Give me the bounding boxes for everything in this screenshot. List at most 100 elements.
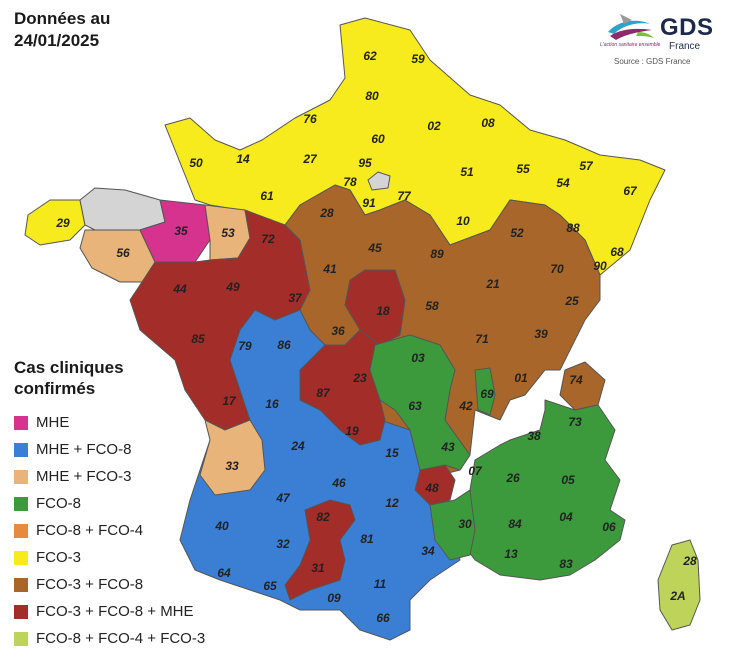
dept-label-15: 15 <box>385 446 399 460</box>
dept-label-06: 06 <box>602 520 616 534</box>
date-title: Données au 24/01/2025 <box>14 8 174 52</box>
legend-label: FCO-8 + FCO-4 + FCO-3 <box>36 630 206 647</box>
dept-label-59: 59 <box>411 52 425 66</box>
dept-label-53: 53 <box>221 226 235 240</box>
legend-items: MHE MHE + FCO-8 MHE + FCO-3 FCO-8 FCO-8 + FC… <box>14 409 244 652</box>
dept-label-46: 46 <box>331 476 346 490</box>
dept-label-10: 10 <box>456 214 470 228</box>
dept-region-limousin-red <box>299 329 386 446</box>
dept-label-50: 50 <box>189 156 203 170</box>
legend-title-line1: Cas cliniques <box>14 358 124 377</box>
dept-label-43: 43 <box>440 440 455 454</box>
legend-item: MHE + FCO-8 <box>14 436 244 463</box>
date-title-line2: 24/01/2025 <box>14 31 100 50</box>
dept-region-paris-no-data <box>367 171 391 191</box>
legend-item: FCO-3 + FCO-8 + MHE <box>14 598 244 625</box>
dept-label-69: 69 <box>480 387 494 401</box>
dept-label-34: 34 <box>421 544 435 558</box>
dept-label-03: 03 <box>411 351 425 365</box>
dept-label-45: 45 <box>367 241 382 255</box>
date-title-line1: Données au <box>14 9 111 28</box>
dept-label-91: 91 <box>362 196 376 210</box>
legend-label: FCO-3 + FCO-8 <box>36 576 144 593</box>
dept-label-18: 18 <box>376 304 390 318</box>
dept-region-82-31 <box>284 499 356 601</box>
dept-label-81: 81 <box>360 532 374 546</box>
dept-label-31: 31 <box>311 561 325 575</box>
dept-label-32: 32 <box>276 537 290 551</box>
dept-label-13: 13 <box>504 547 518 561</box>
legend-item: MHE + FCO-3 <box>14 463 244 490</box>
dept-label-47: 47 <box>275 491 291 505</box>
legend: Cas cliniques confirmés MHE MHE + FCO-8 MH… <box>14 357 244 652</box>
dept-label-27: 27 <box>302 152 318 166</box>
dept-label-23: 23 <box>352 371 367 385</box>
dept-label-85: 85 <box>191 332 205 346</box>
dept-label-48: 48 <box>424 481 439 495</box>
dept-label-54: 54 <box>556 176 570 190</box>
dept-label-49: 49 <box>225 280 240 294</box>
dept-label-29: 29 <box>55 216 70 230</box>
dept-label-04: 04 <box>559 510 573 524</box>
dept-label-21: 21 <box>485 277 500 291</box>
legend-item: FCO-3 <box>14 544 244 571</box>
dept-label-12: 12 <box>385 496 399 510</box>
dept-label-28: 28 <box>682 554 697 568</box>
legend-swatch <box>14 523 28 538</box>
gds-logo-name: GDS <box>660 14 714 41</box>
legend-label: MHE + FCO-8 <box>36 441 132 458</box>
labels-layer: 62 59 80 76 02 08 60 50 14 27 95 51 55 57 54 67 78 91 77 61… <box>55 49 697 625</box>
dept-label-02: 02 <box>427 119 441 133</box>
dept-label-62: 62 <box>363 49 377 63</box>
dept-label-44: 44 <box>172 282 187 296</box>
dept-label-83: 83 <box>559 557 573 571</box>
dept-label-42: 42 <box>458 399 473 413</box>
dept-label-39: 39 <box>534 327 548 341</box>
dept-label-19: 19 <box>345 424 359 438</box>
legend-swatch <box>14 631 28 646</box>
dept-label-84: 84 <box>508 517 522 531</box>
dept-region-69 <box>474 367 496 416</box>
legend-item: FCO-3 + FCO-8 <box>14 571 244 598</box>
dept-label-11: 11 <box>374 577 387 591</box>
dept-label-41: 41 <box>322 262 337 276</box>
legend-title-line2: confirmés <box>14 379 96 398</box>
dept-label-74: 74 <box>569 373 583 387</box>
dept-label-01: 01 <box>514 371 528 385</box>
legend-swatch <box>14 415 28 430</box>
legend-label: MHE + FCO-3 <box>36 468 132 485</box>
dept-region-29 <box>24 199 86 246</box>
legend-swatch <box>14 469 28 484</box>
dept-label-77: 77 <box>397 189 412 203</box>
dept-label-82: 82 <box>316 510 330 524</box>
legend-swatch <box>14 496 28 511</box>
dept-label-61: 61 <box>260 189 274 203</box>
dept-label-28: 28 <box>319 206 334 220</box>
dept-region-auvergne-green <box>369 334 471 471</box>
dept-label-65: 65 <box>263 579 277 593</box>
regions-layer <box>24 17 701 641</box>
dept-label-38: 38 <box>527 429 541 443</box>
dept-label-72: 72 <box>261 232 275 246</box>
dept-label-14: 14 <box>236 152 250 166</box>
dept-label-36: 36 <box>331 324 345 338</box>
dept-region-30 <box>429 489 476 561</box>
legend-item: FCO-8 + FCO-4 <box>14 517 244 544</box>
dept-label-07: 07 <box>468 464 483 478</box>
dept-region-corsica <box>657 539 701 631</box>
dept-label-89: 89 <box>430 247 444 261</box>
legend-swatch <box>14 550 28 565</box>
dept-label-33: 33 <box>225 459 239 473</box>
legend-item: MHE <box>14 409 244 436</box>
dept-label-30: 30 <box>458 517 472 531</box>
dept-label-35: 35 <box>174 224 188 238</box>
gds-logo-tagline: L'action sanitaire ensemble <box>600 42 661 48</box>
dept-label-40: 40 <box>214 519 229 533</box>
legend-title: Cas cliniques confirmés <box>14 357 244 399</box>
dept-label-25: 25 <box>564 294 579 308</box>
dept-label-70: 70 <box>550 262 564 276</box>
gds-logo: GDS France L'action sanitaire ensemble <box>598 10 738 68</box>
legend-label: FCO-3 + FCO-8 + MHE <box>36 603 194 620</box>
dept-label-26: 26 <box>505 471 520 485</box>
